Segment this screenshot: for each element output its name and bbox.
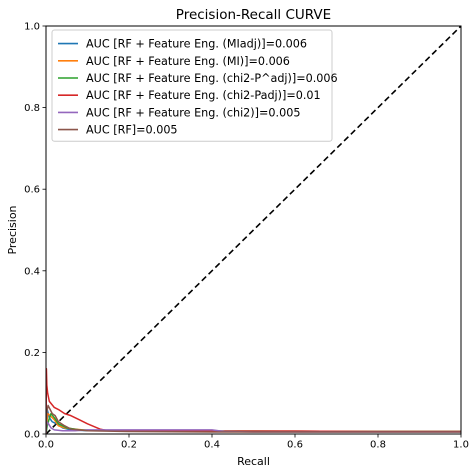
random-baseline-line [46, 26, 461, 434]
series-line-6 [46, 404, 461, 434]
legend: AUC [RF + Feature Eng. (MIadj)]=0.006 AUC… [51, 29, 338, 142]
y-tick-label: 0.8 [24, 103, 40, 114]
y-tick-label: 1.0 [24, 22, 40, 33]
x-axis-label: Recall [237, 455, 270, 468]
y-tick-label: 0.4 [24, 266, 40, 277]
y-axis-label: Precision [6, 205, 19, 254]
legend-label-1: AUC [RF + Feature Eng. (MIadj)]=0.006 [86, 38, 307, 51]
x-tick-label: 1.0 [453, 440, 469, 451]
legend-label-5: AUC [RF + Feature Eng. (chi2)]=0.005 [86, 106, 300, 119]
y-tick-label: 0.0 [24, 430, 40, 441]
x-tick-label: 0.6 [287, 440, 303, 451]
y-tick-label: 0.6 [24, 185, 40, 196]
x-tick-label: 0.4 [204, 440, 220, 451]
x-tick-label: 0.0 [38, 440, 54, 451]
plot-frame [45, 25, 462, 435]
legend-box [51, 29, 333, 142]
y-tick-label: 0.2 [24, 348, 40, 359]
plot-area: 0.0 0.2 0.4 0.6 0.8 1.0 0.0 0.2 0.4 0.6 0.8 1.0 Reca… [6, 22, 469, 469]
chart-title: Precision-Recall CURVE [176, 7, 331, 23]
legend-label-3: AUC [RF + Feature Eng. (chi2-P^adj)]=0.0… [86, 72, 338, 85]
series-lines [46, 26, 461, 434]
legend-label-2: AUC [RF + Feature Eng. (MI)]=0.006 [86, 55, 290, 68]
x-tick-label: 0.2 [121, 440, 137, 451]
legend-label-6: AUC [RF]=0.005 [86, 124, 178, 137]
legend-label-4: AUC [RF + Feature Eng. (chi2-Padj)]=0.01 [86, 89, 321, 102]
x-tick-label: 0.8 [370, 440, 386, 451]
